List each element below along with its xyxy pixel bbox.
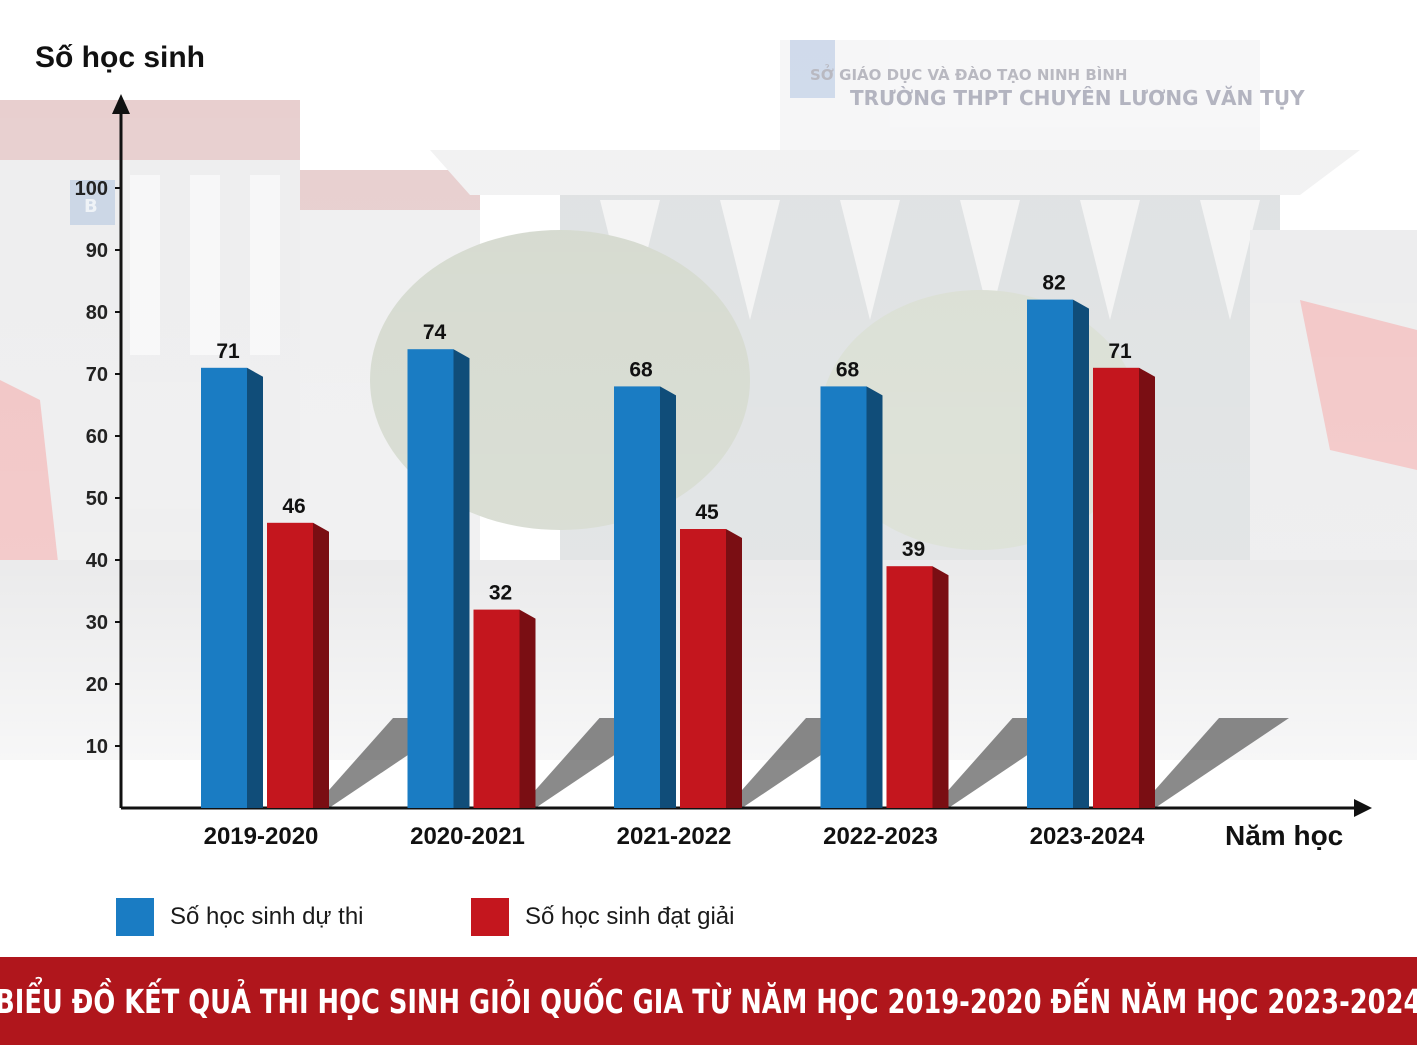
legend-label-winners: Số học sinh đạt giải [525, 903, 735, 930]
data-label: 32 [489, 582, 512, 605]
bar [1093, 367, 1139, 808]
title-banner: BIỂU ĐỒ KẾT QUẢ THI HỌC SINH GIỎI QUỐC G… [0, 957, 1417, 1045]
y-tick-label: 10 [86, 736, 108, 758]
data-label: 71 [216, 340, 240, 363]
data-label: 71 [1108, 340, 1132, 363]
x-axis-arrow [1354, 799, 1372, 817]
x-tick-label: 2020-2021 [410, 823, 525, 850]
data-label: 82 [1042, 272, 1065, 295]
legend-item-winners: Số học sinh đạt giải [471, 897, 734, 937]
x-axis-label: Năm học [1225, 820, 1343, 851]
y-tick-label: 20 [86, 674, 108, 696]
bar-side [1073, 299, 1089, 808]
sign-line-2: TRƯỜNG THPT CHUYÊN LƯƠNG VĂN TỤY [850, 86, 1305, 110]
data-label: 46 [282, 495, 305, 518]
y-tick-label: 40 [86, 550, 108, 572]
bar-side [866, 386, 883, 808]
y-tick-label: 70 [86, 364, 108, 386]
legend-label-participants: Số học sinh dự thi [170, 903, 364, 930]
bar-side [247, 367, 263, 808]
y-tick-label: 50 [86, 488, 108, 510]
data-label: 68 [836, 358, 860, 381]
legend-swatch-winners [471, 898, 509, 936]
x-tick-label: 2021-2022 [617, 823, 732, 850]
y-axis-label: Số học sinh [35, 41, 205, 74]
bar [267, 522, 313, 808]
bar-side [932, 566, 949, 808]
y-tick-label: 60 [86, 426, 108, 448]
bar [201, 367, 247, 808]
y-tick-label: 80 [86, 302, 108, 324]
bar [473, 609, 520, 808]
bar-shadow [1139, 718, 1289, 808]
bar [886, 566, 933, 808]
legend-item-participants: Số học sinh dự thi [116, 897, 364, 937]
bar-side [519, 609, 536, 808]
bar-side [453, 349, 470, 808]
y-tick-label: 100 [75, 178, 108, 200]
x-tick-label: 2022-2023 [823, 823, 938, 850]
bar [820, 386, 867, 808]
y-tick-label: 30 [86, 612, 108, 634]
data-label: 39 [902, 538, 925, 561]
bar-side [660, 386, 676, 808]
x-tick-label: 2019-2020 [204, 823, 319, 850]
y-axis-arrow [112, 94, 130, 114]
bar [1027, 299, 1073, 808]
sign-line-1: SỞ GIÁO DỤC VÀ ĐÀO TẠO NINH BÌNH [810, 63, 1127, 84]
x-tick-label: 2023-2024 [1030, 823, 1145, 850]
data-label: 45 [695, 501, 719, 524]
bar [680, 529, 726, 808]
bar-side [1139, 367, 1155, 808]
data-label: 74 [423, 321, 447, 344]
bars: 71 46 74 32 68 45 68 39 82 71 [201, 272, 1155, 808]
bar [614, 386, 660, 808]
bar-side [313, 522, 329, 808]
building-badge: B [84, 196, 98, 217]
legend-swatch-participants [116, 898, 154, 936]
bar [407, 349, 454, 808]
chart-title: BIỂU ĐỒ KẾT QUẢ THI HỌC SINH GIỎI QUỐC G… [0, 981, 1417, 1021]
bar-side [726, 529, 742, 808]
data-label: 68 [629, 358, 653, 381]
y-tick-label: 90 [86, 240, 108, 262]
